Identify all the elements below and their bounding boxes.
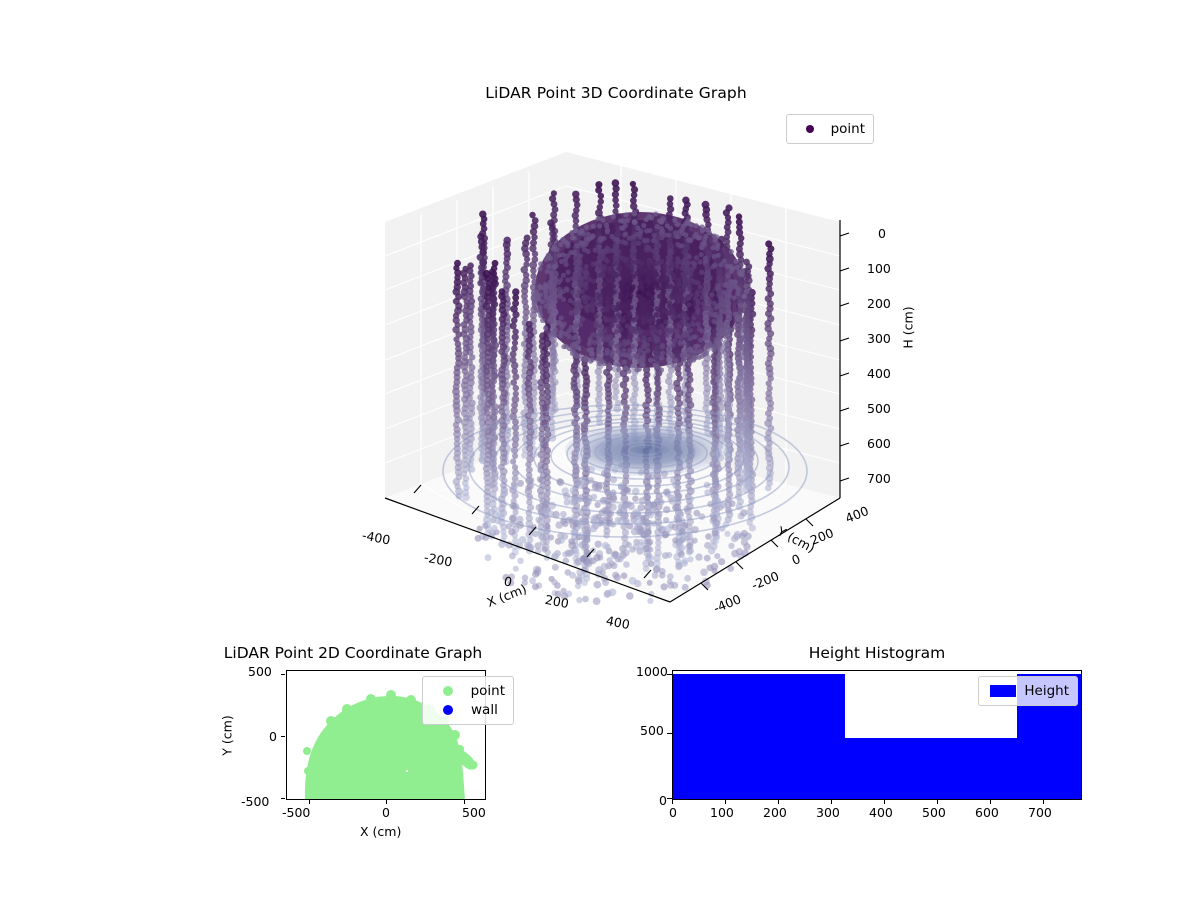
plot3d-ztick-1: 100	[867, 261, 891, 276]
histogram-ytick-0: 0	[659, 793, 667, 808]
legend-item-height[interactable]: Height	[987, 681, 1069, 700]
plot2d-xtickmark-1	[386, 800, 388, 804]
plot2d-xtick-0: 0	[382, 805, 390, 820]
plot2d-ytickmark-0	[281, 797, 285, 799]
legend-label-point: point	[470, 682, 505, 699]
plot2d-ytickmark-1	[281, 735, 285, 737]
histogram-ytick-500: 500	[640, 723, 664, 738]
histogram-title: Height Histogram	[808, 644, 946, 662]
plot2d-title: LiDAR Point 2D Coordinate Graph	[223, 644, 483, 662]
histogram-bars	[673, 671, 1081, 799]
plot2d-panel: LiDAR Point 2D Coordinate Graph	[200, 644, 540, 868]
histogram-xtick-600: 600	[975, 805, 999, 820]
histogram-xtickmark-6	[990, 800, 992, 804]
plot3d-ztick-6: 600	[867, 436, 891, 451]
legend-item-point[interactable]: point	[795, 119, 865, 138]
histogram-ytick-1000: 1000	[636, 664, 668, 679]
histogram-bar	[844, 738, 1017, 799]
floor-rings	[442, 404, 808, 538]
legend-label-wall: wall	[471, 701, 498, 718]
plot3d-spines	[384, 220, 841, 603]
plot2d-legend: point wall	[422, 676, 514, 725]
plot3d-title: LiDAR Point 3D Coordinate Graph	[485, 84, 747, 102]
histogram-xtickmark-1	[725, 800, 727, 804]
histogram-xtickmark-0	[672, 800, 674, 804]
histogram-panel: Height Histogram 1000 500 0 0 100 200 30…	[636, 644, 1100, 868]
plot3d-zlabel: H (cm)	[900, 306, 916, 349]
plot3d-ztick-3: 300	[867, 331, 891, 346]
plot3d-canvas	[384, 152, 850, 605]
legend-label-point: point	[830, 120, 865, 137]
histogram-bar	[673, 674, 845, 799]
plot2d-ytick-500: 500	[248, 664, 272, 679]
histogram-xtick-200: 200	[763, 805, 787, 820]
height-swatch-icon	[987, 684, 1018, 697]
plot2d-ytickmark-2	[281, 673, 285, 675]
histogram-xtick-100: 100	[710, 805, 734, 820]
plot2d-xtickmark-2	[464, 800, 466, 804]
histogram-xtick-300: 300	[816, 805, 840, 820]
legend-item-wall[interactable]: wall	[431, 700, 505, 719]
plot2d-xtickmark-0	[309, 800, 311, 804]
histogram-xtick-500: 500	[922, 805, 946, 820]
histogram-xtick-400: 400	[869, 805, 893, 820]
plot3d-ztick-2: 200	[867, 296, 891, 311]
histogram-ytickmark-0	[667, 797, 672, 799]
plot3d-ztick-0: 0	[878, 226, 886, 241]
histogram-xtick-0: 0	[669, 805, 677, 820]
wall-marker-icon	[431, 704, 465, 715]
histogram-xtickmark-3	[831, 800, 833, 804]
histogram-ytickmark-2	[667, 673, 672, 675]
histogram-xtick-700: 700	[1028, 805, 1052, 820]
plot2d-xlabel: X (cm)	[360, 824, 402, 839]
plot3d-ztick-5: 500	[867, 401, 891, 416]
plot2d-ytick-0: 0	[269, 729, 277, 744]
plot3d-ztick-7: 700	[867, 471, 891, 486]
plot3d-ticks	[413, 232, 850, 591]
plot2d-ylabel: Y (cm)	[219, 715, 235, 756]
plot3d-ztick-4: 400	[867, 366, 891, 381]
histogram-xtickmark-7	[1043, 800, 1045, 804]
legend-label-height: Height	[1024, 682, 1069, 699]
plot2d-xtick-500: 500	[462, 805, 486, 820]
histogram-xtickmark-5	[937, 800, 939, 804]
plot2d-ytick-neg500: -500	[241, 794, 270, 809]
plot2d-xtick-neg500: -500	[282, 805, 311, 820]
plot3d-legend: point	[786, 114, 874, 144]
plot3d-axes[interactable]: -400 -200 0 200 400 X (cm) -400 -200 0 2…	[340, 140, 916, 632]
histogram-xtickmark-2	[778, 800, 780, 804]
point-marker-icon	[795, 124, 825, 133]
point-marker-icon	[431, 685, 465, 696]
plot3d-pointcloud	[442, 179, 808, 605]
legend-item-point[interactable]: point	[431, 681, 505, 700]
histogram-legend: Height	[978, 676, 1078, 706]
histogram-ytickmark-1	[667, 732, 672, 734]
histogram-xtickmark-4	[884, 800, 886, 804]
